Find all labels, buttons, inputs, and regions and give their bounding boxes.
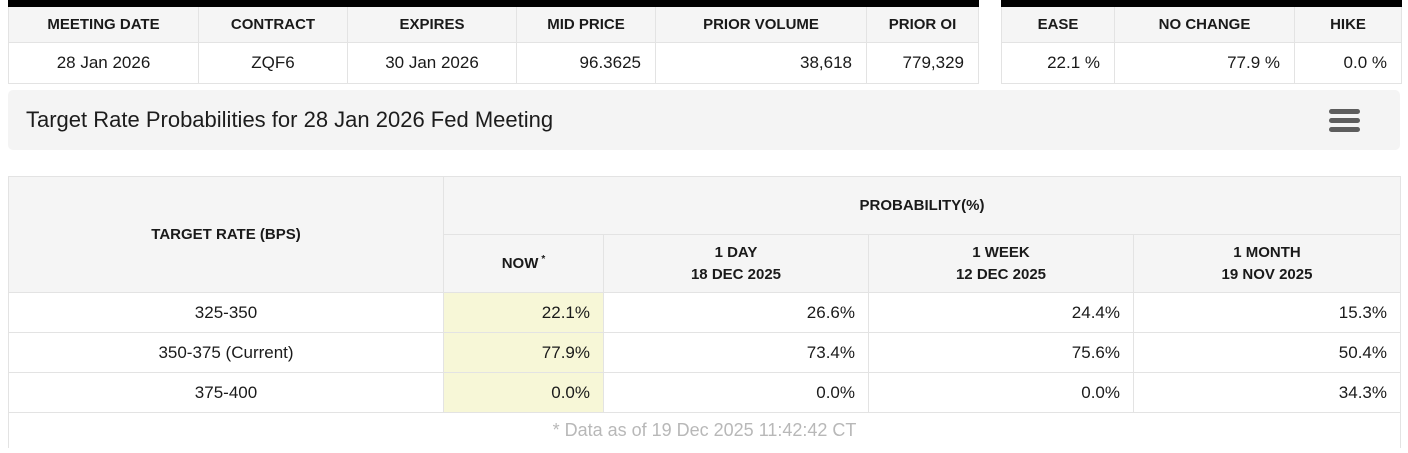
target-rate-label: 375-400 [8,372,444,413]
period-label: 1 WEEK [972,243,1030,261]
target-rate-probability-table: TARGET RATE (BPS) PROBABILITY(%) NOW * 1 … [8,176,1401,448]
meeting-date-value: 28 Jan 2026 [8,42,199,84]
sub-header-row: NOW * 1 DAY 18 DEC 2025 1 WEEK 12 DEC 202… [9,234,1401,293]
move-probability-summary-table: EASE NO CHANGE HIKE 22.1 % 77.9 % 0.0 % [1001,0,1402,84]
header-meeting-date: MEETING DATE [8,3,199,43]
one-week-probability: 24.4% [868,292,1134,333]
one-day-probability: 0.0% [603,372,869,413]
contract-summary-value-row: 28 Jan 2026 ZQF6 30 Jan 2026 96.3625 38,… [8,42,979,84]
menu-bar-bottom [1329,126,1360,132]
data-as-of-footnote: * Data as of 19 Dec 2025 11:42:42 CT [8,412,1401,448]
hamburger-menu-icon[interactable] [1329,107,1360,134]
header-expires: EXPIRES [347,3,517,43]
column-header-1-week: 1 WEEK 12 DEC 2025 [868,234,1134,293]
chart-title-bar: Target Rate Probabilities for 28 Jan 202… [8,90,1400,150]
ease-value: 22.1 % [1001,42,1115,84]
contract-summary-section: MEETING DATE CONTRACT EXPIRES MID PRICE … [0,0,1408,84]
one-day-probability: 73.4% [603,332,869,373]
no-change-value: 77.9 % [1114,42,1295,84]
period-label: 1 MONTH [1233,243,1301,261]
header-no-change: NO CHANGE [1114,3,1295,43]
period-date: 19 NOV 2025 [1221,265,1313,283]
column-header-1-day: 1 DAY 18 DEC 2025 [603,234,869,293]
contract-summary-table: MEETING DATE CONTRACT EXPIRES MID PRICE … [8,0,979,84]
header-contract: CONTRACT [198,3,348,43]
footnote-asterisk: * [541,253,546,265]
expires-value: 30 Jan 2026 [347,42,517,84]
header-prior-oi: PRIOR OI [866,3,979,43]
prior-volume-value: 38,618 [655,42,867,84]
one-week-probability: 0.0% [868,372,1134,413]
table-row-325-350: 325-350 22.1% 26.6% 24.4% 15.3% [8,292,1401,333]
menu-bar-middle [1329,117,1360,123]
column-header-now: NOW * [443,234,604,293]
hike-value: 0.0 % [1294,42,1402,84]
prior-oi-value: 779,329 [866,42,979,84]
now-probability: 77.9% [443,332,604,373]
period-label: 1 DAY [714,243,758,261]
table-row-350-375-current: 350-375 (Current) 77.9% 73.4% 75.6% 50.4… [8,332,1401,373]
header-prior-volume: PRIOR VOLUME [655,3,867,43]
one-month-probability: 34.3% [1133,372,1401,413]
now-probability: 0.0% [443,372,604,413]
probability-group-header: PROBABILITY(%) [443,176,1401,235]
one-week-probability: 75.6% [868,332,1134,373]
move-summary-value-row: 22.1 % 77.9 % 0.0 % [1001,42,1402,84]
footnote-row: * Data as of 19 Dec 2025 11:42:42 CT [8,412,1401,448]
page-title: Target Rate Probabilities for 28 Jan 202… [26,107,554,132]
target-rate-label: 350-375 (Current) [8,332,444,373]
one-month-probability: 15.3% [1133,292,1401,333]
mid-price-value: 96.3625 [516,42,656,84]
header-hike: HIKE [1294,3,1402,43]
period-date: 18 DEC 2025 [690,265,782,283]
now-label: NOW [501,254,539,272]
header-mid-price: MID PRICE [516,3,656,43]
period-date: 12 DEC 2025 [955,265,1047,283]
now-probability: 22.1% [443,292,604,333]
column-header-1-month: 1 MONTH 19 NOV 2025 [1133,234,1401,293]
contract-summary-header-row: MEETING DATE CONTRACT EXPIRES MID PRICE … [8,3,979,43]
table-row-375-400: 375-400 0.0% 0.0% 0.0% 34.3% [8,372,1401,413]
menu-bar-top [1329,108,1360,114]
contract-value: ZQF6 [198,42,348,84]
move-summary-header-row: EASE NO CHANGE HIKE [1001,3,1402,43]
one-day-probability: 26.6% [603,292,869,333]
header-ease: EASE [1001,3,1115,43]
target-rate-label: 325-350 [8,292,444,333]
group-header-row: TARGET RATE (BPS) PROBABILITY(%) [8,176,1401,293]
one-month-probability: 50.4% [1133,332,1401,373]
target-rate-column-header: TARGET RATE (BPS) [8,176,444,293]
